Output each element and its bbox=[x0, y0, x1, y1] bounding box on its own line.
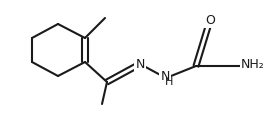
Text: H: H bbox=[165, 77, 173, 87]
Text: N: N bbox=[135, 57, 145, 71]
Text: NH₂: NH₂ bbox=[241, 58, 265, 72]
Text: O: O bbox=[205, 13, 215, 26]
Text: N: N bbox=[160, 70, 170, 83]
